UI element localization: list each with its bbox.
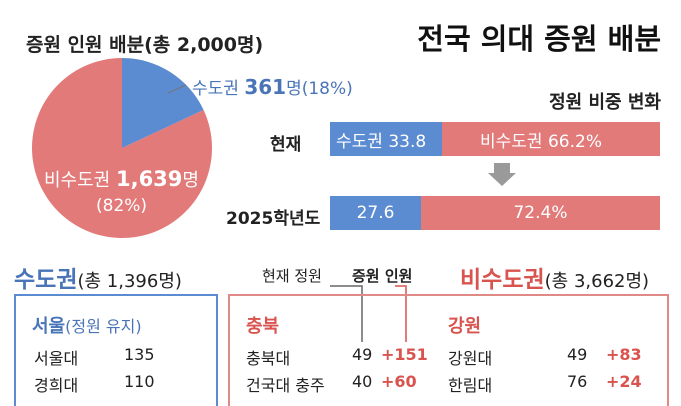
pie-capital-label: 수도권 361명(18%) <box>192 74 353 99</box>
bar-row2-label: 2025학년도 <box>226 209 321 229</box>
school-name: 충북대 <box>246 349 291 368</box>
school-current: 49 <box>352 345 373 364</box>
school-current: 40 <box>352 372 373 391</box>
bar-row2-capital-label: 27.6 <box>356 203 395 223</box>
pie-capital-unit: 명(18%) <box>286 79 353 99</box>
school-name: 강원대 <box>448 349 493 368</box>
bar-row1-capital-label: 수도권 33.8 <box>336 131 427 152</box>
pie-title: 증원 인원 배분(총 2,000명) <box>26 34 264 56</box>
page-title: 전국 의대 증원 배분 <box>417 22 661 56</box>
down-arrow-icon <box>488 163 516 186</box>
school-increase: +83 <box>606 345 642 364</box>
school-increase: +151 <box>381 345 428 364</box>
bar-row1-non-capital-label: 비수도권 66.2% <box>480 131 602 152</box>
pie-non-capital-pct: (82%) <box>96 196 148 216</box>
seoul-region-name: 서울 <box>32 316 66 337</box>
gangwon-region-name: 강원 <box>448 316 482 337</box>
pie-slice-capital <box>122 58 204 148</box>
share-title: 정원 비중 변화 <box>549 92 661 113</box>
legend-current: 현재 정원 <box>262 267 322 285</box>
school-increase: +60 <box>381 372 417 391</box>
pie-capital-count: 361 <box>244 75 287 99</box>
school-current: 49 <box>567 345 588 364</box>
bar-row1-label: 현재 <box>270 135 302 155</box>
bar-row1-capital: 수도권 33.8 <box>330 122 442 156</box>
non-capital-section-header: 비수도권(총 3,662명) <box>460 260 649 294</box>
pie-non-capital-unit: 명 <box>182 170 199 191</box>
capital-box <box>14 294 218 406</box>
non-capital-section-total: (총 3,662명) <box>544 271 650 292</box>
school-increase: +24 <box>606 372 642 391</box>
table-row: 서울대 <box>34 345 78 369</box>
capital-section-name: 수도권 <box>14 267 78 293</box>
bar-row2-capital: 27.6 <box>330 196 421 230</box>
chungbuk-region-name: 충북 <box>246 316 280 337</box>
bar-row1-non-capital: 비수도권 66.2% <box>442 122 660 156</box>
capital-section-header: 수도권(총 1,396명) <box>14 260 182 294</box>
pie-non-capital-count: 1,639 <box>115 167 183 191</box>
school-name: 서울대 <box>34 349 79 368</box>
pie-callout-line <box>167 84 187 94</box>
non-capital-section-name: 비수도권 <box>460 267 545 293</box>
bar-row2-non-capital-label: 72.4% <box>513 203 568 223</box>
school-value: 135 <box>124 345 155 364</box>
pie-non-capital-name: 비수도권 <box>44 170 111 191</box>
non-capital-box <box>228 294 669 406</box>
table-row: 경희대 <box>34 372 78 396</box>
seoul-region-note: (정원 유지) <box>65 317 142 336</box>
legend-increase: 증원 인원 <box>352 267 413 285</box>
seoul-header: 서울(정원 유지) <box>32 312 142 338</box>
bar-row2-non-capital: 72.4% <box>421 196 660 230</box>
pie-capital-name: 수도권 <box>192 79 239 99</box>
capital-section-total: (총 1,396명) <box>77 271 182 292</box>
school-name: 한림대 <box>448 376 493 395</box>
pie-non-capital-label: 비수도권 1,639명 <box>44 166 199 192</box>
school-name: 건국대 충주 <box>246 376 325 395</box>
school-value: 110 <box>124 372 155 391</box>
school-name: 경희대 <box>34 376 79 395</box>
school-current: 76 <box>567 372 588 391</box>
